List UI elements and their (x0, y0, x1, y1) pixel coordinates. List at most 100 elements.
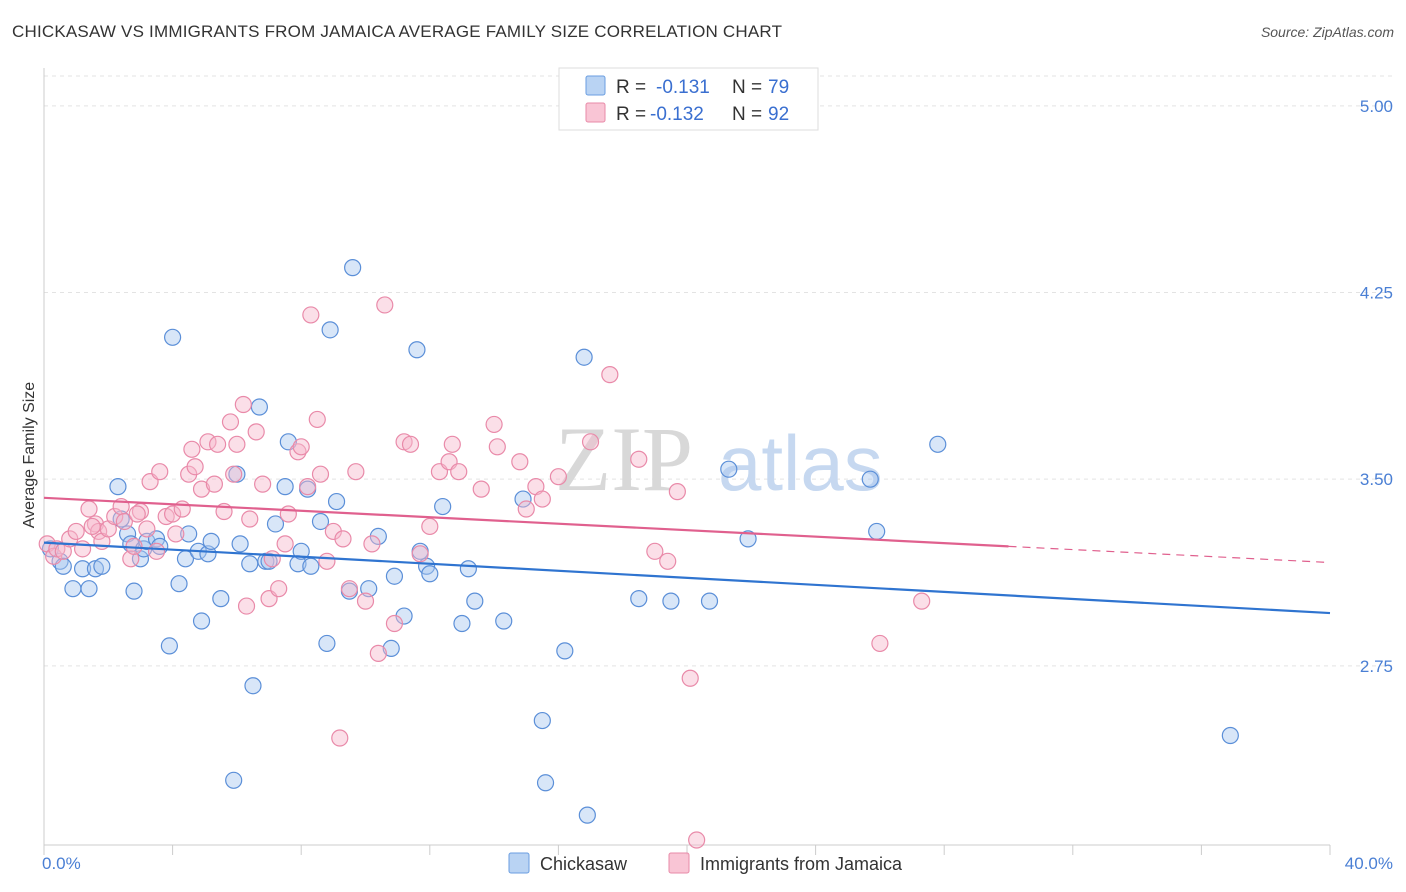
jamaica-point-65 (421, 517, 439, 536)
jamaica-point-28 (186, 458, 204, 476)
y-tick-label-0: 2.75 (1360, 657, 1393, 676)
legend: R = -0.131 N = 79 R = -0.132 N = 92 (558, 67, 819, 131)
chickasaw-point-61 (466, 592, 484, 610)
y-tick-label-3: 5.00 (1360, 97, 1393, 116)
jamaica-point-86 (871, 634, 889, 653)
chickasaw-points (41, 259, 1239, 824)
chickasaw-point-51 (382, 639, 400, 657)
bottom-legend-swatch-jamaica (668, 852, 690, 874)
jamaica-point-61 (385, 614, 404, 633)
legend-r-value-jamaica: -0.132 (650, 104, 704, 125)
jamaica-point-27 (183, 440, 201, 458)
jamaica-point-18 (138, 520, 156, 538)
chickasaw-point-63 (514, 490, 532, 508)
jamaica-point-64 (411, 545, 429, 563)
source-credit: Source: ZipAtlas.com (1260, 24, 1394, 40)
jamaica-point-24 (167, 525, 185, 543)
jamaica-point-47 (292, 438, 310, 456)
chickasaw-point-7 (93, 557, 111, 575)
bottom-legend: Chickasaw Immigrants from Jamaica (508, 852, 903, 874)
jamaica-point-69 (450, 463, 468, 481)
chickasaw-point-37 (276, 478, 294, 496)
jamaica-point-82 (659, 552, 677, 570)
legend-swatch-jamaica (585, 102, 606, 123)
chickasaw-point-22 (180, 525, 198, 543)
chickasaw-point-26 (202, 532, 220, 550)
chickasaw-point-3 (64, 580, 82, 598)
chickasaw-point-62 (495, 612, 513, 630)
chickasaw-point-59 (453, 614, 471, 633)
jamaica-point-21 (151, 463, 169, 481)
jamaica-point-44 (276, 535, 294, 553)
jamaica-point-48 (299, 478, 317, 496)
jamaica-point-35 (225, 465, 243, 483)
jamaica-point-57 (356, 592, 375, 610)
jamaica-point-7 (80, 500, 98, 518)
chickasaw-point-52 (385, 567, 404, 585)
chickasaw-point-27 (212, 590, 230, 608)
jamaica-point-79 (601, 366, 619, 384)
jamaica-point-88 (128, 505, 146, 523)
chart-title: CHICKASAW VS IMMIGRANTS FROM JAMAICA AVE… (12, 22, 783, 41)
x-tick-label-left: 0.0% (42, 854, 81, 873)
chickasaw-point-60 (459, 560, 477, 578)
bottom-legend-label-jamaica: Immigrants from Jamaica (700, 854, 903, 874)
chickasaw-point-12 (125, 582, 143, 600)
chickasaw-point-31 (241, 555, 259, 573)
legend-swatch-chickasaw (585, 75, 606, 96)
jamaica-point-80 (630, 450, 648, 468)
jamaica-trend-line-extension (1008, 545, 1331, 564)
chickasaw-point-24 (192, 612, 211, 630)
jamaica-point-55 (340, 580, 359, 598)
jamaica-point-30 (199, 433, 217, 451)
jamaica-point-14 (115, 512, 133, 531)
legend-r-value-chickasaw: -0.131 (656, 77, 710, 98)
jamaica-point-78 (581, 433, 600, 451)
jamaica-point-34 (221, 413, 240, 431)
jamaica-point-51 (311, 465, 330, 483)
chickasaw-point-32 (244, 677, 262, 695)
bottom-legend-label-chickasaw: Chickasaw (540, 854, 628, 874)
chickasaw-point-68 (578, 806, 596, 824)
chickasaw-point-65 (536, 774, 555, 792)
chickasaw-point-36 (266, 515, 285, 533)
jamaica-point-29 (192, 480, 211, 498)
jamaica-point-23 (164, 505, 182, 523)
y-tick-label-2: 4.25 (1360, 284, 1393, 303)
jamaica-point-59 (369, 644, 387, 662)
y-axis-label: Average Family Size (21, 382, 38, 529)
chickasaw-point-67 (575, 348, 593, 366)
axes (43, 68, 1331, 855)
jamaica-point-87 (913, 592, 931, 610)
jamaica-point-72 (488, 438, 506, 456)
jamaica-point-58 (363, 535, 381, 553)
jamaica-point-60 (376, 296, 394, 314)
jamaica-point-40 (254, 475, 272, 493)
jamaica-point-83 (668, 483, 686, 501)
jamaica-point-39 (247, 423, 265, 441)
bottom-legend-swatch-chickasaw (508, 852, 530, 874)
chickasaw-point-8 (109, 478, 127, 496)
chickasaw-point-70 (662, 592, 680, 610)
chickasaw-point-17 (151, 537, 169, 555)
chickasaw-point-20 (170, 575, 188, 593)
jamaica-point-73 (511, 453, 529, 471)
chickasaw-point-77 (1221, 726, 1239, 745)
jamaica-point-45 (279, 505, 297, 523)
jamaica-point-32 (209, 435, 227, 453)
jamaica-point-77 (549, 468, 568, 486)
jamaica-point-12 (106, 507, 124, 526)
chickasaw-point-66 (556, 642, 574, 660)
chickasaw-point-18 (160, 637, 178, 655)
jamaica-point-56 (347, 463, 365, 481)
chickasaw-point-19 (164, 328, 182, 346)
jamaica-point-37 (234, 395, 252, 414)
chickasaw-point-71 (700, 592, 719, 610)
chickasaw-point-45 (321, 321, 339, 339)
chickasaw-point-28 (225, 771, 243, 789)
jamaica-point-38 (241, 510, 259, 528)
x-tick-label-right: 40.0% (1345, 854, 1393, 873)
jamaica-point-31 (205, 475, 223, 493)
jamaica-point-81 (646, 542, 664, 560)
jamaica-point-52 (318, 552, 336, 570)
